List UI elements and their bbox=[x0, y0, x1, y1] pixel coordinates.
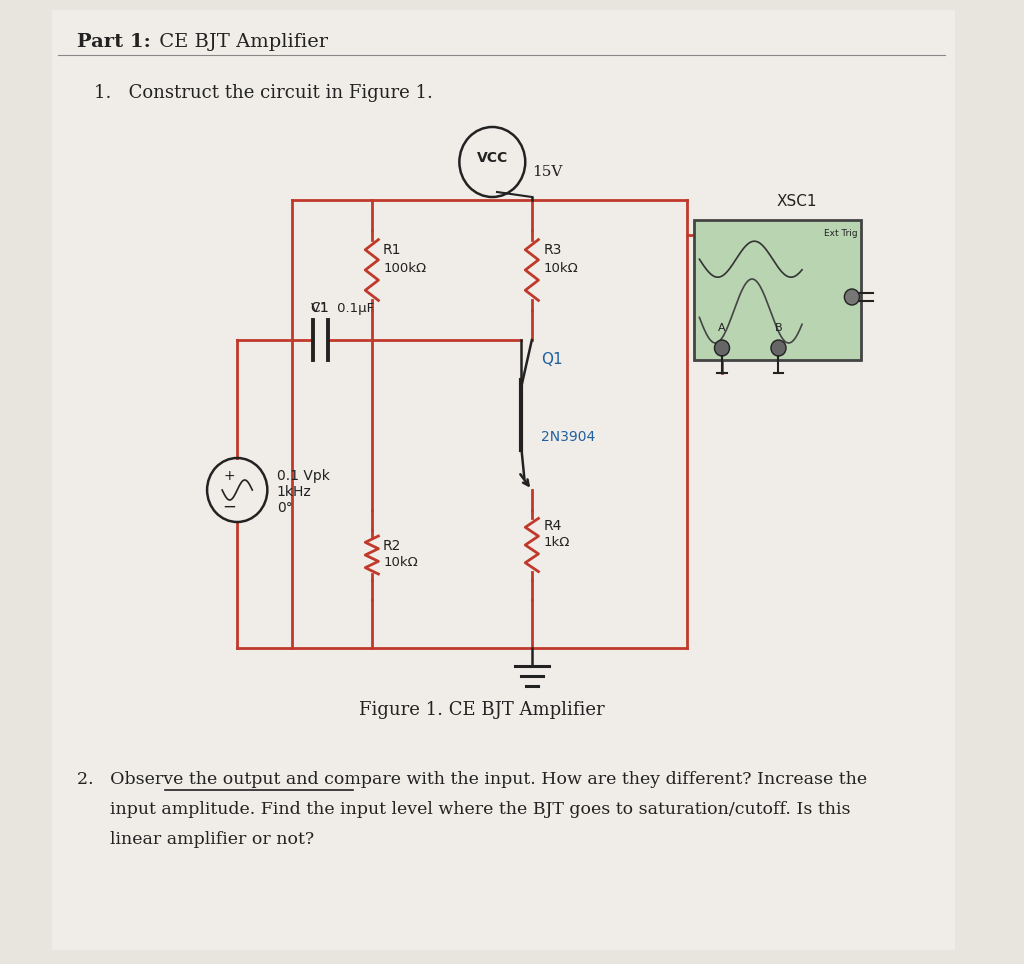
Text: 1kHz: 1kHz bbox=[276, 485, 311, 499]
Bar bbox=[695, 222, 810, 358]
Circle shape bbox=[845, 289, 859, 305]
Text: Figure 1. CE BJT Amplifier: Figure 1. CE BJT Amplifier bbox=[359, 701, 605, 719]
Text: XSC1: XSC1 bbox=[776, 194, 816, 209]
Text: 10kΩ: 10kΩ bbox=[543, 261, 578, 275]
Text: 0.1 Vpk: 0.1 Vpk bbox=[276, 469, 330, 483]
Text: 15V: 15V bbox=[531, 165, 562, 179]
Text: R1: R1 bbox=[383, 243, 401, 257]
Text: R3: R3 bbox=[543, 243, 561, 257]
Text: −: − bbox=[223, 498, 237, 516]
Text: A: A bbox=[718, 323, 726, 333]
Text: 2N3904: 2N3904 bbox=[542, 430, 596, 444]
Text: R2: R2 bbox=[383, 539, 401, 553]
Text: B: B bbox=[775, 323, 782, 333]
Circle shape bbox=[771, 340, 786, 356]
Text: CE BJT Amplifier: CE BJT Amplifier bbox=[154, 33, 329, 51]
Text: V1  0.1μF: V1 0.1μF bbox=[310, 302, 374, 315]
Text: 100kΩ: 100kΩ bbox=[383, 261, 426, 275]
Text: 1.   Construct the circuit in Figure 1.: 1. Construct the circuit in Figure 1. bbox=[94, 84, 433, 102]
Text: 1kΩ: 1kΩ bbox=[543, 535, 569, 549]
Text: R4: R4 bbox=[543, 519, 561, 533]
Circle shape bbox=[715, 340, 729, 356]
Text: Ext Trig: Ext Trig bbox=[824, 229, 857, 238]
Text: linear amplifier or not?: linear amplifier or not? bbox=[77, 832, 314, 848]
Text: 2.   Observe the output and compare with the input. How are they different? Incr: 2. Observe the output and compare with t… bbox=[77, 771, 867, 789]
Text: Part 1:: Part 1: bbox=[77, 33, 151, 51]
Text: Q1: Q1 bbox=[542, 352, 563, 367]
Text: VCC: VCC bbox=[477, 151, 508, 165]
Text: +: + bbox=[224, 469, 236, 483]
Text: input amplitude. Find the input level where the BJT goes to saturation/cutoff. I: input amplitude. Find the input level wh… bbox=[77, 801, 851, 818]
Text: C1: C1 bbox=[310, 301, 330, 315]
Bar bbox=[694, 220, 861, 360]
Text: 10kΩ: 10kΩ bbox=[383, 555, 418, 569]
Text: 0°: 0° bbox=[276, 501, 293, 515]
